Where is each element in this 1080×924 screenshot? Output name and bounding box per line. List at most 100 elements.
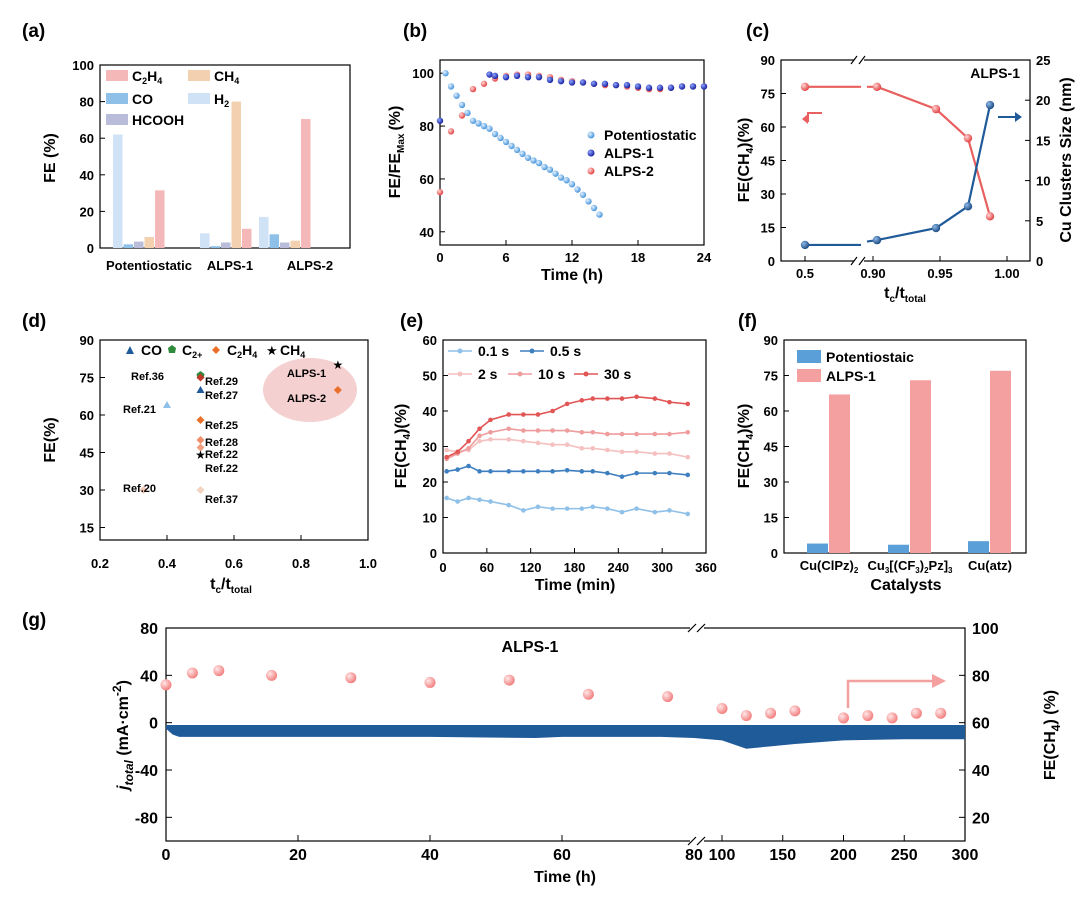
panel-f-ylabel: FE(CH4)(%) <box>736 404 756 489</box>
tick-label: 0.6 <box>225 556 243 571</box>
panel-f-bars <box>807 370 1011 553</box>
point-potentiostatic <box>447 83 455 90</box>
point-alps-1 <box>535 73 543 81</box>
c2h4-point <box>139 486 148 494</box>
point-alps-1 <box>623 81 631 89</box>
tick-label: 0.2 <box>91 556 109 571</box>
panel-e-ticks: 0 60 120 180 240 300 360 0 10 20 30 40 50 60 <box>423 333 717 575</box>
bar-c2h4-1 <box>242 228 252 248</box>
point-alps-2 <box>458 112 466 119</box>
panel-g-ylabel: jtotal (mA·cm-2) <box>110 680 136 792</box>
fe-ch4-point <box>838 712 849 724</box>
panel-b-xlabel: Time (h) <box>541 267 603 284</box>
panel-g-title: ALPS-1 <box>502 639 559 656</box>
point-10s <box>550 428 555 433</box>
point-potentiostatic <box>546 166 554 173</box>
panel-d-label: (d) <box>22 311 46 332</box>
point-0.1s <box>535 504 541 510</box>
point-0.1s <box>685 511 691 517</box>
panel-c-ticks: 0.5 0.90 0.95 1.00 0 15 30 45 60 75 90 0 5 10 15 20 25 <box>761 53 1051 281</box>
ytick-label: -40 <box>135 763 158 780</box>
legend-ch4: CH4 <box>280 342 305 360</box>
point-30s <box>634 394 639 400</box>
panel-g-label: (g) <box>22 610 46 631</box>
ytick-label: 80 <box>80 95 94 110</box>
panel-c-xlabel: tc/ttotal <box>884 285 926 305</box>
tick-label: 0.95 <box>927 266 952 281</box>
ref-21: Ref.21 <box>123 404 156 416</box>
point-10s <box>667 431 672 437</box>
c2h4-point <box>196 416 205 424</box>
tick-label: 10 <box>423 511 437 526</box>
point-10s <box>521 428 526 433</box>
point-30s <box>605 396 610 401</box>
point-2s <box>477 438 482 444</box>
bar-alps-1-1 <box>910 380 931 553</box>
ref-28: Ref.28 <box>205 437 238 449</box>
legend-potentiostaic: Potentiostaic <box>826 349 914 365</box>
panel-g: (g) ALPS-1 0 20 40 60 80 100 150 200 250 300-80-4… <box>22 610 1063 886</box>
point-0.1s <box>488 499 493 504</box>
y2tick-label: 60 <box>972 716 990 733</box>
point-potentiostatic <box>480 122 488 130</box>
fe-ch4-point <box>424 676 436 688</box>
ytick-label: 80 <box>140 621 158 638</box>
point-potentiostatic <box>458 101 466 109</box>
point-potentiostatic <box>469 117 477 124</box>
ref-36: Ref.36 <box>131 371 164 383</box>
legend-potentiostatic: Potentiostatic <box>604 127 697 143</box>
point-0.1s <box>564 506 570 511</box>
point-10s <box>685 430 691 435</box>
point-potentiostatic <box>464 109 471 117</box>
point-30s <box>488 417 493 423</box>
point-30s <box>652 396 658 401</box>
point-0.5s <box>506 469 512 474</box>
point-alps-1 <box>601 80 609 87</box>
point-alps-1 <box>634 83 642 90</box>
panel-b: (b) 0 6 12 18 24 40 60 80 100 FE/FEMax(%) Time (… <box>387 21 712 284</box>
point-10s <box>466 445 471 451</box>
star-icon: ★ <box>266 343 278 358</box>
panel-g-y2label: FE(CH4) (%) <box>1042 690 1063 780</box>
panel-c-ylabel: FE(CH4)(%) <box>736 118 756 203</box>
panel-a-cat-1: ALPS-1 <box>207 258 253 273</box>
c2h4-point <box>196 486 205 494</box>
y2tick-label: 80 <box>972 668 990 685</box>
point-10s <box>535 428 541 433</box>
bar-potentiostaic-0 <box>807 543 828 553</box>
point-alps-1 <box>513 72 521 80</box>
point-alps-1 <box>590 80 598 87</box>
point-alps-1 <box>678 83 686 90</box>
xtick-label: 100 <box>709 847 736 864</box>
fe-ch4-point <box>931 104 941 114</box>
point-0.5s <box>455 467 460 472</box>
ytick-label: 20 <box>80 204 94 219</box>
tick-label: 0.8 <box>292 556 310 571</box>
line-10s <box>446 427 688 460</box>
legend-0.5s: 0.5 s <box>550 343 581 359</box>
bar-ch4-0 <box>144 237 154 248</box>
cluster-size-line-segment-b <box>866 104 992 243</box>
point-potentiostatic <box>491 130 499 138</box>
tick-label: 0 <box>430 546 437 561</box>
point-0.5s <box>685 472 691 478</box>
tick-label: 100 <box>412 66 434 81</box>
panel-c-label: (c) <box>746 21 769 42</box>
point-potentiostatic <box>535 159 543 167</box>
catalyst-2: Cu3[(CF3)2Pz]3 <box>868 558 954 575</box>
legend-c2plus: C2+ <box>182 342 202 360</box>
xtick-label: 0 <box>162 847 171 864</box>
bar-ch4-1 <box>231 101 241 248</box>
fe-ch4-point <box>910 707 922 719</box>
panel-g-data <box>160 665 965 749</box>
panel-e-label: (e) <box>400 311 423 332</box>
legend-alps2: ALPS-2 <box>604 163 654 179</box>
axis-arrows <box>802 112 1022 124</box>
panel-e-ylabel: FE(CH4)(%) <box>393 404 413 489</box>
panel-f: (f) 0 15 30 45 60 75 90 Potentiostaic ALPS-1 C… <box>736 311 1027 594</box>
cluster-size-point <box>931 223 941 233</box>
tick-label: 1.0 <box>359 556 377 571</box>
point-alps-1 <box>557 77 565 85</box>
current-density-trace <box>166 725 965 749</box>
panel-b-label: (b) <box>403 21 427 42</box>
